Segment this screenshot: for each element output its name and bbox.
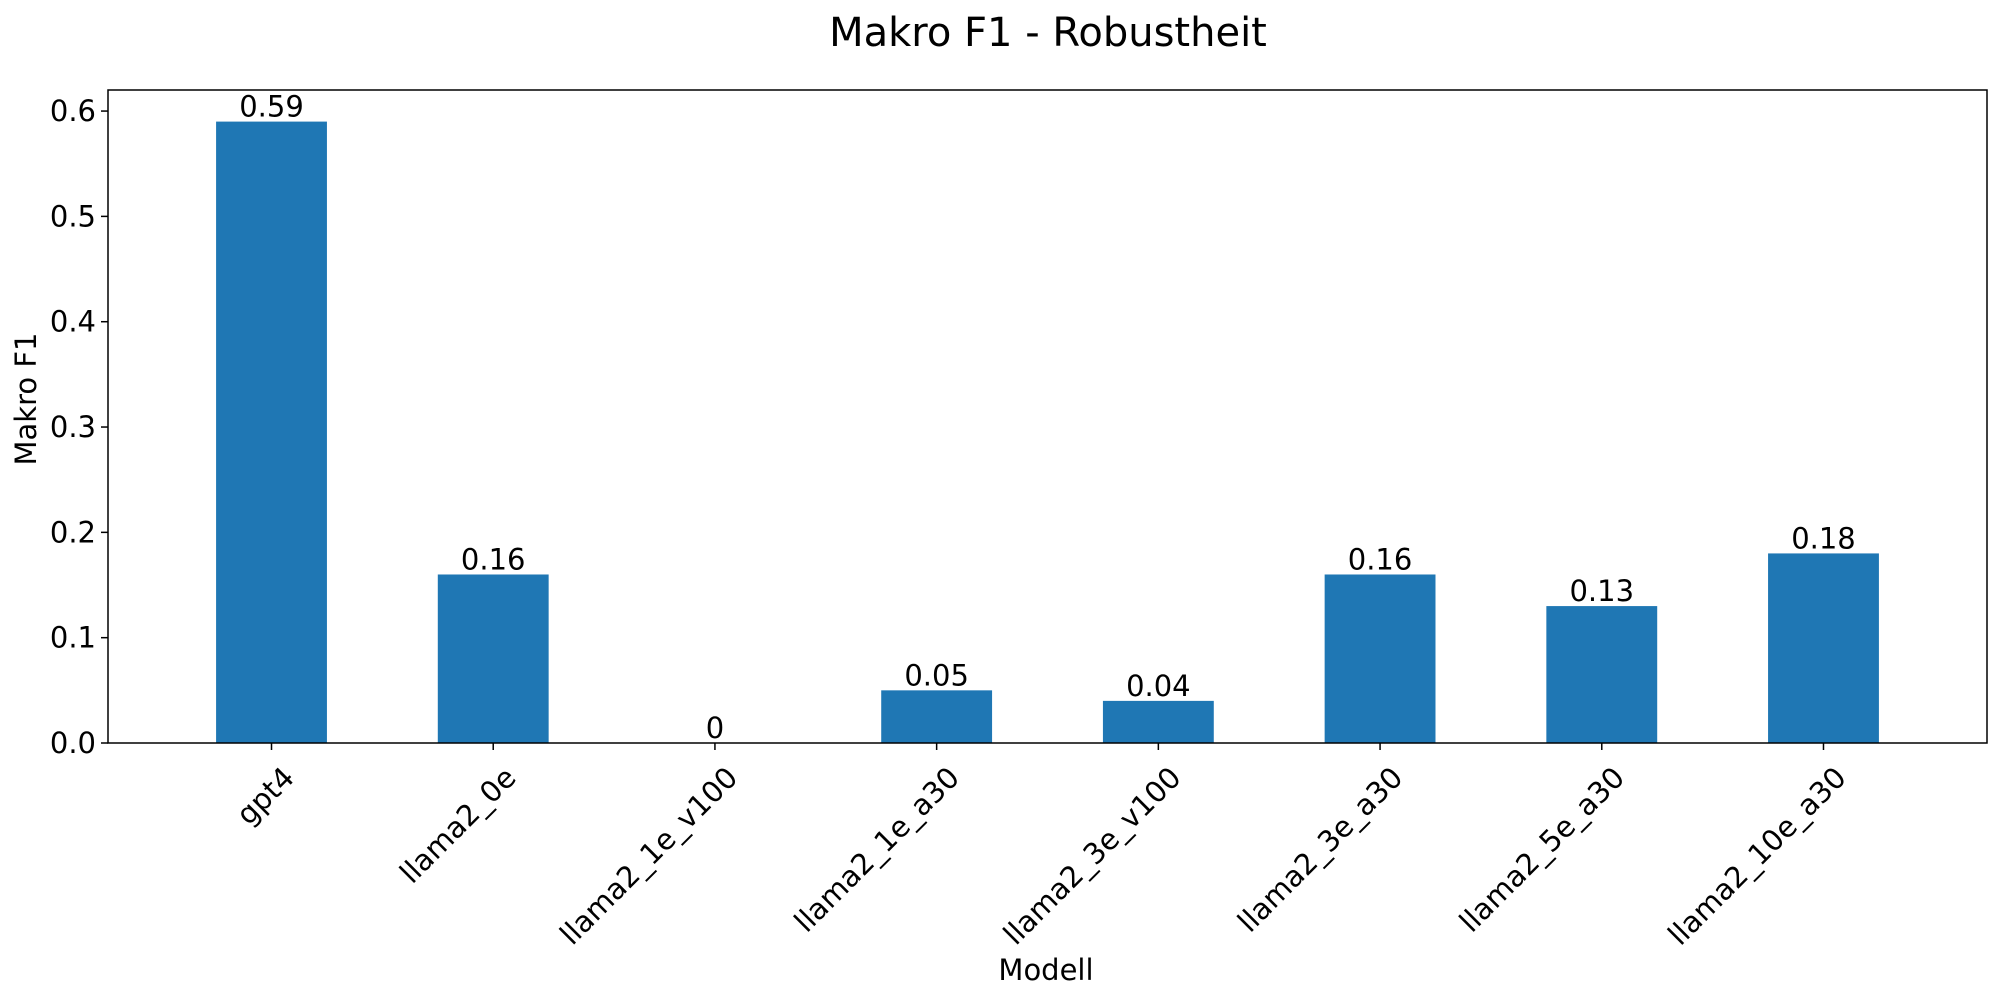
bar-llama2_10e_a30 bbox=[1768, 553, 1879, 743]
y-tick-label: 0.4 bbox=[50, 305, 96, 339]
bar-llama2_0e bbox=[437, 574, 549, 743]
x-axis-ticks: gpt4 llama2_0e llama2_1e_v100 llama2_1e_a30… bbox=[230, 743, 1853, 952]
bar-llama2_3e_a30 bbox=[1324, 574, 1436, 743]
x-tick-label: llama2_3e_a30 bbox=[1231, 760, 1409, 938]
x-tick-label: llama2_0e bbox=[393, 760, 523, 890]
value-label: 0.18 bbox=[1791, 521, 1856, 555]
y-tick-label: 0.0 bbox=[50, 726, 96, 760]
x-axis-label: Modell bbox=[998, 953, 1093, 987]
y-tick-label: 0.6 bbox=[50, 94, 96, 128]
value-label: 0.05 bbox=[904, 658, 969, 692]
value-label: 0.13 bbox=[1569, 574, 1634, 608]
value-label: 0.16 bbox=[461, 542, 526, 576]
value-label: 0.04 bbox=[1126, 669, 1191, 703]
x-tick-label: llama2_1e_v100 bbox=[553, 760, 744, 951]
x-tick-label: llama2_3e_v100 bbox=[997, 760, 1188, 951]
value-labels-layer: 0.59 0.16 0 0.05 0.04 0.16 0.13 0.18 bbox=[239, 90, 1856, 745]
y-axis-ticks: 0.0 0.1 0.2 0.3 0.4 0.5 0.6 bbox=[50, 94, 108, 760]
x-tick-label: llama2_5e_a30 bbox=[1453, 760, 1631, 938]
bar-gpt4 bbox=[216, 121, 327, 743]
value-label: 0.16 bbox=[1348, 542, 1413, 576]
plot-frame bbox=[107, 89, 1988, 744]
y-axis-label: Makro F1 bbox=[9, 333, 43, 466]
y-tick-label: 0.3 bbox=[50, 410, 96, 444]
y-tick-label: 0.5 bbox=[50, 199, 96, 233]
x-tick-label: llama2_10e_a30 bbox=[1661, 760, 1852, 951]
y-tick-label: 0.1 bbox=[50, 621, 96, 655]
x-tick-label: llama2_1e_a30 bbox=[788, 760, 966, 938]
value-label: 0 bbox=[706, 711, 724, 745]
bar-llama2_3e_v100 bbox=[1102, 700, 1214, 743]
chart-title: Makro F1 - Robustheit bbox=[829, 10, 1267, 56]
x-tick-label: gpt4 bbox=[230, 760, 301, 831]
value-label: 0.59 bbox=[239, 90, 304, 124]
y-tick-label: 0.2 bbox=[50, 515, 96, 549]
bars-layer bbox=[216, 121, 1879, 743]
bar-llama2_5e_a30 bbox=[1546, 606, 1658, 743]
bar-llama2_1e_a30 bbox=[881, 690, 993, 743]
